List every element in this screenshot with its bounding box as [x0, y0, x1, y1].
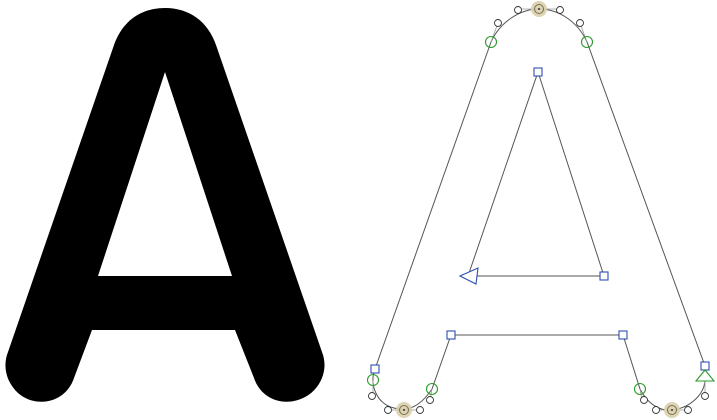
selected-point[interactable] — [534, 4, 544, 14]
offcurve-point[interactable] — [416, 406, 424, 414]
offcurve-point[interactable] — [701, 392, 709, 400]
offcurve-point[interactable] — [640, 396, 648, 404]
offcurve-point[interactable] — [494, 19, 502, 27]
corner-point[interactable] — [533, 67, 543, 77]
filled-letter-a — [5, 8, 325, 402]
selected-points[interactable] — [396, 1, 680, 418]
offcurve-points[interactable] — [368, 6, 709, 414]
selected-point-center — [403, 409, 405, 411]
offcurve-point[interactable] — [684, 406, 692, 414]
smooth-point[interactable] — [484, 35, 498, 49]
corner-point[interactable] — [370, 364, 380, 374]
selected-point-center — [538, 8, 540, 10]
smooth-point[interactable] — [633, 382, 647, 396]
start-points[interactable] — [458, 267, 716, 382]
corner-points[interactable] — [370, 67, 710, 374]
offcurve-point[interactable] — [576, 19, 584, 27]
inner-contour[interactable] — [467, 70, 605, 277]
selected-point-center — [671, 409, 673, 411]
offcurve-point[interactable] — [514, 6, 522, 14]
corner-point[interactable] — [700, 361, 710, 371]
offcurve-point[interactable] — [368, 392, 376, 400]
offcurve-point[interactable] — [384, 406, 392, 414]
smooth-point[interactable] — [425, 382, 439, 396]
start-point-triangle-icon[interactable] — [458, 267, 479, 285]
offcurve-point[interactable] — [556, 6, 564, 14]
smooth-point[interactable] — [580, 35, 594, 49]
corner-point[interactable] — [446, 330, 456, 340]
offcurve-point[interactable] — [652, 406, 660, 414]
smooth-point[interactable] — [366, 373, 380, 387]
smooth-points[interactable] — [366, 35, 647, 396]
offcurve-point[interactable] — [426, 396, 434, 404]
selected-point[interactable] — [667, 405, 677, 415]
start-point-triangle-icon[interactable] — [694, 369, 716, 382]
selected-point[interactable] — [399, 405, 409, 415]
corner-point[interactable] — [599, 271, 609, 281]
corner-point[interactable] — [618, 330, 628, 340]
